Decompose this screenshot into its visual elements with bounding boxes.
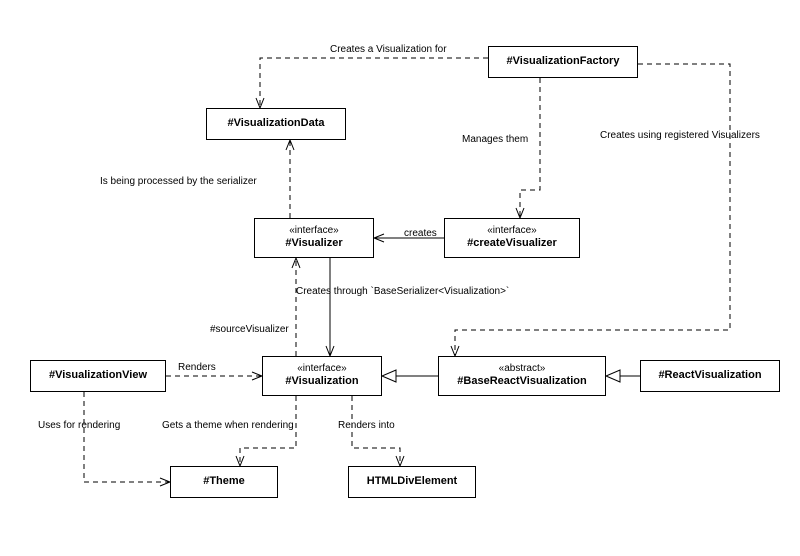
node-label: #VisualizationData: [228, 117, 325, 131]
edge-label-renders-into: Renders into: [338, 420, 395, 431]
edge-label-manages: Manages them: [462, 134, 528, 145]
edge-label-processed: Is being processed by the serializer: [100, 176, 257, 187]
stereotype: «abstract»: [499, 363, 546, 376]
node-theme: #Theme: [170, 466, 278, 498]
edge-view-to-theme: [84, 392, 170, 482]
edge-label-creates: creates: [404, 228, 437, 239]
node-visualization-data: #VisualizationData: [206, 108, 346, 140]
node-label: #createVisualizer: [467, 237, 557, 251]
node-create-visualizer: «interface» #createVisualizer: [444, 218, 580, 258]
node-visualization-factory: #VisualizationFactory: [488, 46, 638, 78]
node-label: #BaseReactVisualization: [457, 375, 586, 389]
edge-label-factory-to-data: Creates a Visualization for: [330, 44, 447, 55]
edge-label-renders: Renders: [178, 362, 216, 373]
edge-label-gets-theme: Gets a theme when rendering: [162, 420, 294, 431]
node-visualization-view: #VisualizationView: [30, 360, 166, 392]
node-react-visualization: #ReactVisualization: [640, 360, 780, 392]
node-html-div-element: HTMLDivElement: [348, 466, 476, 498]
stereotype: «interface»: [289, 225, 338, 238]
node-label: #Visualizer: [285, 237, 342, 251]
node-label: #ReactVisualization: [658, 369, 761, 383]
edge-vis-to-div: [352, 396, 400, 466]
edge-factory-to-data: [260, 58, 488, 108]
edge-label-source-visualizer: #sourceVisualizer: [210, 324, 289, 335]
node-label: #Visualization: [285, 375, 358, 389]
edge-vis-to-theme: [240, 396, 296, 466]
edge-factory-manages: [520, 78, 540, 218]
node-label: HTMLDivElement: [367, 475, 457, 489]
edge-label-uses-rendering: Uses for rendering: [38, 420, 120, 431]
node-visualizer: «interface» #Visualizer: [254, 218, 374, 258]
stereotype: «interface»: [297, 363, 346, 376]
node-base-react-visualization: «abstract» #BaseReactVisualization: [438, 356, 606, 396]
node-visualization: «interface» #Visualization: [262, 356, 382, 396]
node-label: #VisualizationFactory: [507, 55, 620, 69]
edge-label-creates-through: Creates through `BaseSerializer<Visualiz…: [296, 286, 509, 297]
node-label: #VisualizationView: [49, 369, 147, 383]
node-label: #Theme: [203, 475, 245, 489]
edge-factory-creates-using: [455, 64, 730, 356]
stereotype: «interface»: [487, 225, 536, 238]
edge-label-creates-using: Creates using registered Visualizers: [600, 130, 780, 141]
